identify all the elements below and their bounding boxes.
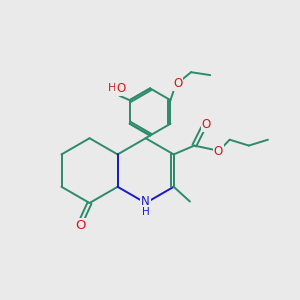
Text: H: H: [142, 207, 149, 218]
Text: N: N: [141, 195, 150, 208]
Text: H: H: [108, 83, 116, 93]
Text: O: O: [202, 118, 211, 131]
Text: O: O: [76, 219, 86, 232]
Text: O: O: [173, 77, 182, 91]
Text: O: O: [214, 145, 223, 158]
Text: O: O: [116, 82, 125, 95]
